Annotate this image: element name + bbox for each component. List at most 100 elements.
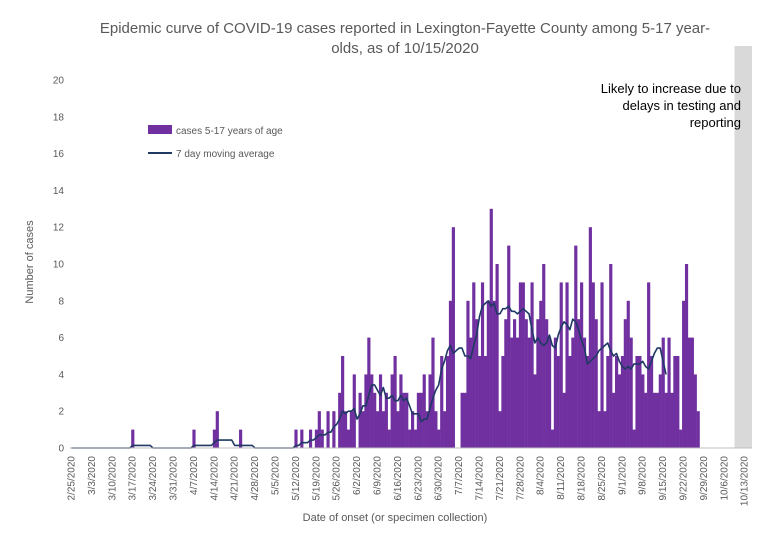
bar (556, 356, 560, 448)
bar (638, 356, 642, 448)
bar (658, 374, 662, 448)
bar (652, 392, 657, 448)
bar (445, 356, 450, 448)
bar (626, 300, 630, 448)
bar (690, 337, 694, 448)
x-tick-label: 3/3/2020 (87, 456, 98, 495)
y-tick-label: 16 (53, 149, 65, 160)
bar (469, 337, 473, 448)
bar (664, 392, 668, 448)
bar (384, 392, 388, 448)
bar (513, 319, 517, 448)
bar (326, 411, 330, 448)
x-tick-label: 5/19/2020 (311, 456, 322, 501)
bar (603, 411, 607, 448)
bar (641, 374, 645, 448)
x-tick-label: 6/16/2020 (393, 456, 404, 501)
bar (443, 411, 447, 448)
bar (239, 429, 243, 448)
bar (536, 319, 540, 448)
bar (411, 411, 415, 448)
bar (693, 374, 697, 448)
x-tick-label: 9/1/2020 (617, 456, 628, 495)
bar (215, 411, 219, 448)
bar (346, 429, 351, 448)
bar (478, 356, 482, 448)
x-tick-label: 3/31/2020 (168, 456, 179, 501)
bar (687, 337, 692, 448)
bar (597, 411, 601, 448)
bar (349, 411, 353, 448)
bar (676, 356, 680, 448)
bar (396, 411, 400, 448)
x-tick-label: 7/14/2020 (474, 456, 485, 501)
bar (679, 429, 683, 448)
bar (408, 429, 412, 448)
bar (486, 300, 490, 448)
bar (670, 392, 674, 448)
shaded-region-layer (734, 46, 752, 448)
bar (547, 337, 552, 448)
x-tick-label: 6/23/2020 (413, 456, 424, 501)
bar (448, 300, 453, 448)
bar (524, 319, 528, 448)
bar (684, 264, 689, 448)
bar (381, 411, 386, 448)
bar (615, 356, 619, 448)
y-tick-label: 6 (58, 333, 64, 344)
bar (568, 356, 572, 448)
bar (343, 411, 348, 448)
x-tick-label: 2/25/2020 (66, 456, 77, 501)
bar (422, 374, 426, 448)
bar (623, 319, 627, 448)
bar (515, 337, 520, 448)
bar (437, 429, 441, 448)
bar (341, 356, 345, 448)
legend-label-moving-average: 7 day moving average (176, 149, 275, 160)
x-tick-label: 9/8/2020 (638, 456, 649, 495)
x-tick-label: 7/21/2020 (495, 456, 506, 501)
bar (376, 411, 380, 448)
bar (539, 300, 543, 448)
bar (582, 337, 587, 448)
bar (510, 337, 514, 448)
bar (530, 282, 534, 448)
x-tick-label: 5/26/2020 (332, 456, 343, 501)
y-tick-label: 10 (53, 260, 65, 271)
bar (475, 319, 479, 448)
bar (617, 374, 622, 448)
bar (317, 411, 321, 448)
x-tick-label: 9/29/2020 (699, 456, 710, 501)
x-tick-labels: 2/25/2020 3/3/2020 3/10/2020 3/17/2020 3/24/… (66, 456, 750, 506)
x-tick-label: 8/11/2020 (556, 456, 567, 500)
x-tick-label: 6/2/2020 (352, 456, 363, 495)
annotation-line-3: reporting (690, 115, 741, 130)
bar (591, 282, 595, 448)
y-tick-label: 8 (58, 296, 64, 307)
bar (661, 337, 665, 448)
bar (399, 374, 403, 448)
bar (300, 429, 304, 448)
chart-title-line-2: olds, as of 10/15/2020 (331, 40, 479, 57)
bar (550, 429, 555, 448)
x-tick-label: 9/15/2020 (658, 456, 669, 501)
x-axis-label: Date of onset (or specimen collection) (303, 512, 488, 524)
x-tick-label: 7/7/2020 (454, 456, 465, 495)
x-tick-label: 7/28/2020 (515, 456, 526, 501)
annotation-line-2: delays in testing and (622, 98, 741, 113)
bar (480, 282, 485, 448)
shaded-region (734, 46, 752, 448)
bar (647, 282, 651, 448)
bar (451, 227, 455, 448)
bar (434, 411, 438, 448)
y-tick-labels: 0 2 4 6 8 10 12 14 16 18 20 (53, 76, 65, 455)
bar (559, 282, 563, 448)
x-tick-label: 8/4/2020 (536, 456, 547, 495)
bar (492, 300, 496, 448)
bar (609, 264, 613, 448)
bar (588, 227, 592, 448)
bar (378, 374, 383, 448)
bar (673, 356, 677, 448)
